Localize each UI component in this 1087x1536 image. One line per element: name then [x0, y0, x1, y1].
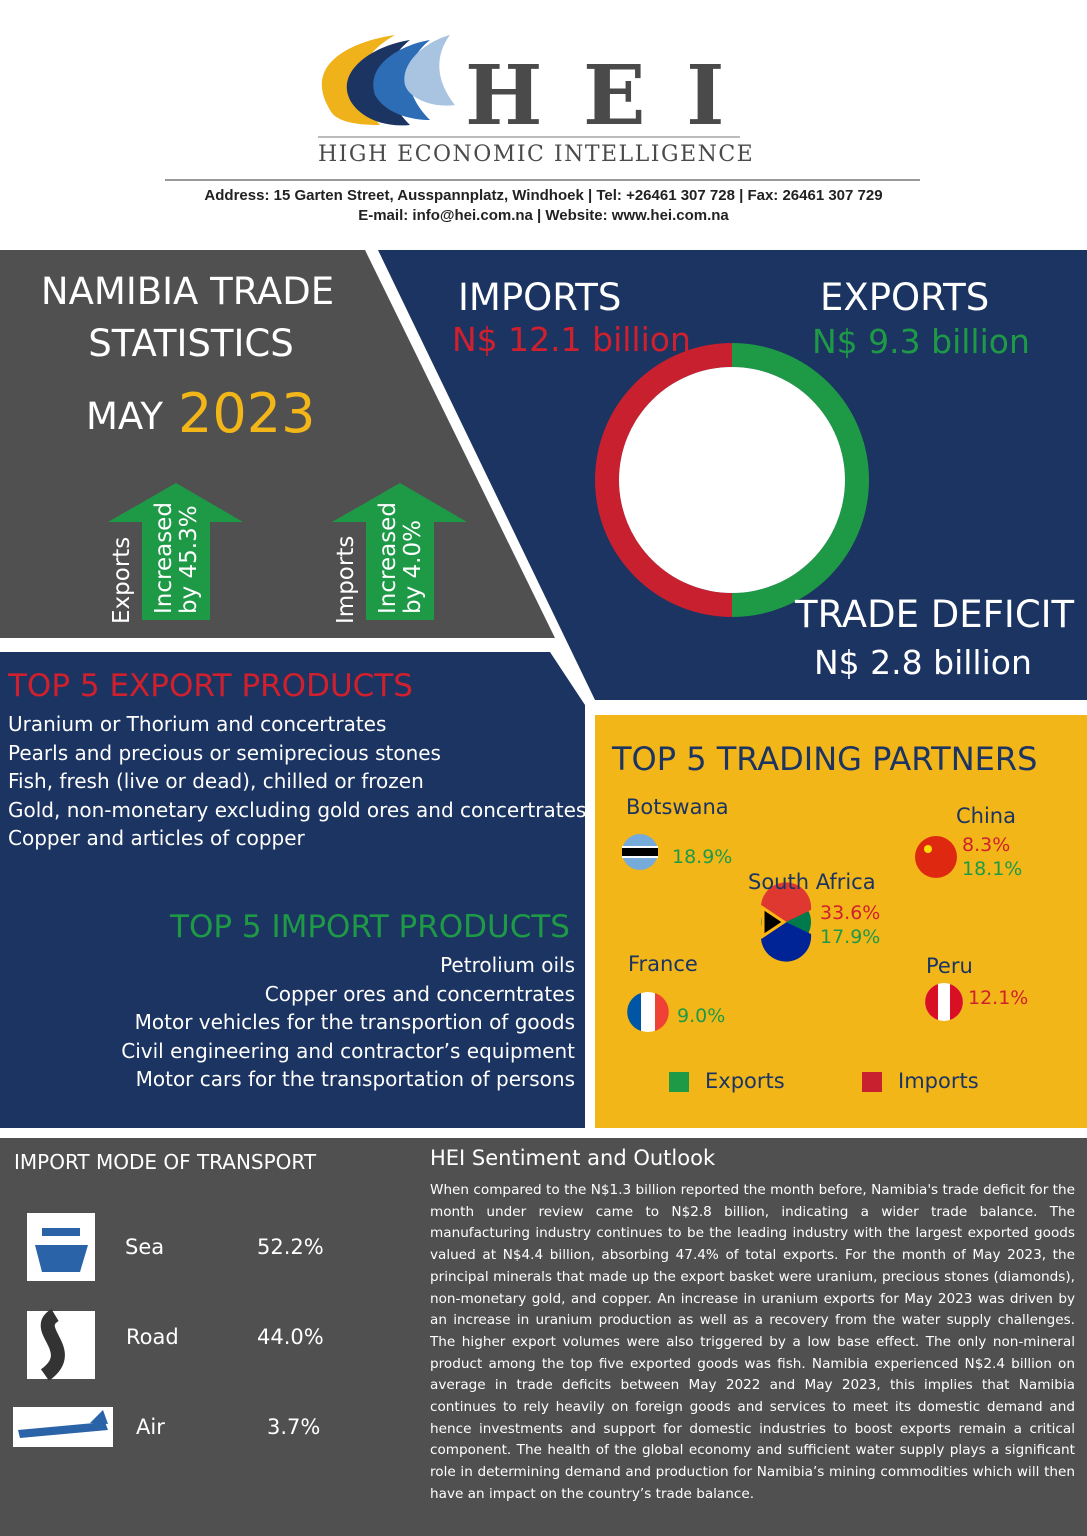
- donut-imports: [595, 343, 733, 617]
- product-item: Uranium or Thorium and concertrates: [8, 712, 387, 736]
- imports-label: IMPORTS: [458, 276, 622, 319]
- up-arrow: [332, 483, 467, 620]
- partner-imports: 33.6%: [820, 902, 881, 924]
- partner-imports: 12.1%: [968, 987, 1029, 1009]
- import-products-title: TOP 5 IMPORT PRODUCTS: [170, 909, 570, 945]
- title: STATISTICS: [88, 322, 294, 365]
- flag-peru: [925, 983, 963, 1021]
- arrow-text: Increased: [375, 502, 401, 614]
- flag-south-africa: [761, 882, 812, 962]
- outlook-text: When compared to the N$1.3 billion repor…: [430, 1182, 1075, 1502]
- legend-swatch: [862, 1072, 882, 1092]
- mode-name: Sea: [125, 1235, 165, 1259]
- partner-exports: 9.0%: [677, 1005, 726, 1027]
- icon-air: [13, 1407, 113, 1447]
- mode-share: 44.0%: [257, 1325, 324, 1349]
- contact: E-mail: info@hei.com.na | Website: www.h…: [358, 207, 729, 224]
- arrow-label: Exports: [109, 536, 135, 624]
- partner-name: France: [628, 952, 698, 976]
- product-item: Pearls and precious or semiprecious ston…: [8, 740, 441, 765]
- partners-title: TOP 5 TRADING PARTNERS: [612, 740, 1038, 778]
- product-item: Fish, fresh (live or dead), chilled or f…: [8, 769, 424, 793]
- donut-hole: [619, 367, 845, 593]
- partners-panel: [595, 715, 1087, 1128]
- flag-botswana: [622, 834, 658, 870]
- logo-swoosh: [373, 40, 430, 120]
- deficit-value: N$ 2.8 billion: [814, 643, 1032, 682]
- title: NAMIBIA TRADE: [40, 270, 335, 313]
- product-item: Copper ores and concerntrates: [264, 981, 575, 1006]
- product-item: Motor cars for the transportation of per…: [135, 1067, 575, 1091]
- partner-name: Botswana: [626, 795, 729, 819]
- product-item: Civil engineering and contractor’s equip…: [121, 1038, 575, 1063]
- partner-exports: 18.9%: [672, 846, 733, 868]
- legend-swatch: [669, 1072, 689, 1092]
- deficit-label: TRADE DEFICIT: [795, 593, 1075, 636]
- partner-name: South Africa: [748, 870, 876, 894]
- product-item: Petrolium oils: [440, 953, 575, 977]
- partner-name: China: [956, 804, 1016, 828]
- product-item: Copper and articles of copper: [8, 826, 305, 850]
- mode-name: Air: [136, 1415, 165, 1439]
- up-arrow: [108, 483, 243, 620]
- exports-value: N$ 9.3 billion: [812, 322, 1030, 361]
- products-panel: [0, 652, 585, 1128]
- logo-swoosh: [404, 35, 455, 106]
- partner-name: Peru: [926, 954, 973, 978]
- mode-share: 52.2%: [257, 1235, 324, 1259]
- donut-exports: [731, 343, 869, 617]
- mode-share: 3.7%: [267, 1415, 321, 1439]
- outlook-title: HEI Sentiment and Outlook: [430, 1146, 716, 1170]
- arrow-text: Increased: [151, 502, 177, 614]
- export-products-title: TOP 5 EXPORT PRODUCTS: [8, 668, 413, 704]
- year: 2023: [178, 382, 316, 445]
- arrow-label: Imports: [333, 535, 359, 624]
- exports-label: EXPORTS: [820, 276, 990, 319]
- transport-title: IMPORT MODE OF TRANSPORT: [14, 1150, 317, 1174]
- export-products: Uranium or Thorium and concertrates Pearl…: [8, 710, 586, 853]
- product-item: Motor vehicles for the transportion of g…: [134, 1010, 575, 1034]
- flag-france: [627, 992, 669, 1032]
- icon-road: [27, 1309, 95, 1381]
- arrow-text: by 4.0%: [400, 520, 426, 614]
- logo-text: H E I: [465, 48, 731, 144]
- partner-exports: 18.1%: [962, 858, 1023, 880]
- legend-exports: Exports: [705, 1069, 785, 1093]
- flag-china: [915, 836, 957, 878]
- month: MAY: [86, 395, 163, 438]
- import-products: Petrolium oils Copper ores and concerntra…: [121, 951, 575, 1094]
- mode-name: Road: [126, 1325, 179, 1349]
- address: Address: 15 Garten Street, Ausspannplatz…: [204, 187, 883, 204]
- logo-subtitle: HIGH ECONOMIC INTELLIGENCE: [318, 142, 755, 167]
- partner-imports: 8.3%: [962, 834, 1011, 856]
- legend-imports: Imports: [898, 1069, 979, 1093]
- arrow-text: by 45.3%: [176, 505, 202, 614]
- product-item: Gold, non-monetary excluding gold ores a…: [8, 797, 587, 822]
- icon-sea: [27, 1213, 95, 1281]
- partner-exports: 17.9%: [820, 926, 881, 948]
- bottom-panel: [0, 1138, 1087, 1536]
- imports-value: N$ 12.1 billion: [452, 320, 691, 359]
